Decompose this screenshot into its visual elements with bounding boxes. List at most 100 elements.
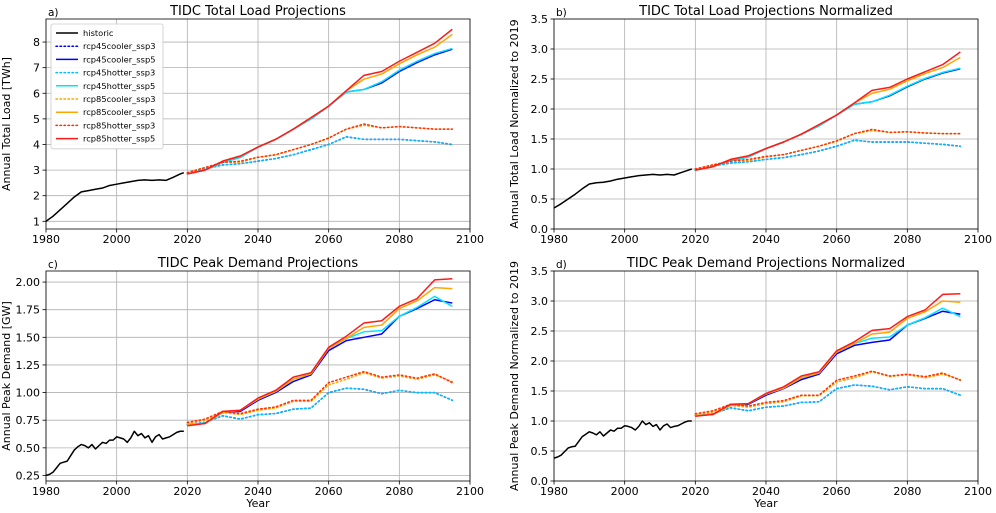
series-line-historic	[554, 168, 693, 209]
x-tick-label: 2080	[385, 233, 413, 246]
legend-label-rcp45cooler-ssp3: rcp45cooler_ssp3	[83, 41, 156, 51]
y-tick-label: 3	[33, 164, 40, 177]
y-tick-label: 1.25	[16, 359, 41, 372]
series-line-rcp85hotter-ssp3	[186, 370, 454, 424]
axes-frame	[553, 18, 979, 230]
series-line-rcp85hotter-ssp3	[694, 370, 962, 415]
y-tick-label: 3.5	[531, 265, 549, 278]
series-line-historic	[46, 171, 185, 222]
series-line-rcp85hotter-ssp5	[695, 51, 961, 171]
panel-label: a)	[48, 7, 59, 19]
y-tick-label: 0.25	[16, 469, 41, 482]
panel-label: d)	[556, 259, 567, 271]
series-line-rcp45hotter-ssp3	[186, 387, 454, 426]
series-line-rcp85cooler-ssp5	[695, 300, 961, 417]
legend-label-rcp85cooler-ssp5: rcp85cooler_ssp5	[83, 107, 156, 117]
x-tick-label: 2000	[103, 485, 131, 498]
x-tick-label: 2080	[893, 233, 921, 246]
y-tick-label: 7	[33, 62, 40, 75]
chart-panel-1: 1980 2000 2020 2040 2060 2080 2100 1 2 3 4 5 6 7 8 TIDC…	[0, 4, 484, 246]
series-line-historic	[46, 430, 184, 477]
series-group	[46, 277, 454, 477]
y-tick-label: 1.75	[16, 304, 41, 317]
y-tick-label: 2.00	[16, 276, 41, 289]
x-tick-label: 2040	[244, 485, 272, 498]
legend: historic rcp45cooler_ssp3 rcp45cooler_ssp5…	[50, 23, 164, 150]
series-line-rcp85cooler-ssp3	[186, 124, 454, 174]
panel-label: b)	[556, 7, 567, 19]
series-line-rcp45cooler-ssp3	[694, 139, 962, 171]
x-tick-label: 1980	[32, 233, 60, 246]
x-tick-label: 2000	[611, 233, 639, 246]
x-tick-label: 2060	[823, 485, 851, 498]
x-axis-label: Year	[753, 497, 778, 510]
y-tick-label: 3.0	[531, 43, 549, 56]
series-line-rcp85hotter-ssp3	[694, 128, 962, 170]
y-tick-label: 1.0	[531, 415, 549, 428]
y-tick-label: 0.50	[16, 442, 41, 455]
y-tick-label: 0.0	[531, 475, 549, 488]
x-tick-label: 2100	[964, 485, 992, 498]
y-tick-label: 0.0	[531, 223, 549, 236]
chart-panel-2: 1980 2000 2020 2040 2060 2080 2100 0.0 0.5 1.0 1.5…	[508, 4, 992, 246]
legend-label-rcp85cooler-ssp3: rcp85cooler_ssp3	[83, 94, 156, 104]
y-axis-label: Annual Total Load [TWh]	[0, 57, 13, 191]
y-tick-label: 1.0	[531, 163, 549, 176]
legend-box	[50, 23, 164, 150]
y-tick-label: 2.0	[531, 103, 549, 116]
series-line-rcp45cooler-ssp3	[186, 136, 454, 175]
x-tick-label: 2040	[752, 233, 780, 246]
x-tick-label: 2100	[456, 485, 484, 498]
x-tick-label: 2000	[611, 485, 639, 498]
y-axis-label: Annual Total Load Normalized to 2019	[508, 19, 521, 228]
x-tick-label: 2060	[823, 233, 851, 246]
series-line-rcp45hotter-ssp3	[694, 384, 962, 417]
x-tick-label: 2100	[456, 233, 484, 246]
y-tick-label: 1	[33, 215, 40, 228]
panel-label: c)	[48, 259, 58, 271]
legend-label-rcp45hotter-ssp5: rcp45hotter_ssp5	[83, 81, 155, 91]
series-line-rcp85hotter-ssp5	[187, 28, 453, 175]
y-tick-label: 0.5	[531, 193, 549, 206]
series-line-historic	[554, 420, 692, 459]
axes-frame	[553, 270, 979, 482]
series-line-rcp85cooler-ssp3	[694, 371, 962, 416]
series-line-rcp85cooler-ssp5	[187, 286, 453, 426]
x-tick-label: 2040	[752, 485, 780, 498]
y-axis-label: Annual Peak Demand Normalized to 2019	[508, 261, 521, 491]
series-group	[554, 51, 962, 209]
y-tick-label: 1.5	[531, 133, 549, 146]
chart-title: TIDC Peak Demand Projections Normalized	[626, 256, 905, 271]
y-tick-label: 2.5	[531, 325, 549, 338]
series-line-rcp45hotter-ssp3	[694, 139, 962, 171]
legend-label-rcp85hotter-ssp3: rcp85hotter_ssp3	[83, 120, 155, 130]
x-tick-label: 2020	[173, 233, 201, 246]
series-line-rcp85cooler-ssp3	[186, 371, 454, 425]
x-tick-label: 2020	[681, 233, 709, 246]
x-tick-label: 2100	[964, 233, 992, 246]
y-tick-label: 1.50	[16, 331, 41, 344]
y-tick-label: 1.00	[16, 387, 41, 400]
y-tick-label: 3.0	[531, 295, 549, 308]
series-line-rcp85hotter-ssp5	[187, 277, 453, 427]
x-tick-label: 1980	[540, 233, 568, 246]
legend-label-rcp45hotter-ssp3: rcp45hotter_ssp3	[83, 68, 155, 78]
x-tick-label: 2060	[315, 485, 343, 498]
x-tick-label: 2060	[315, 233, 343, 246]
x-tick-label: 2020	[173, 485, 201, 498]
x-tick-label: 1980	[32, 485, 60, 498]
series-group	[554, 293, 962, 459]
chart-panel-4: 1980 2000 2020 2040 2060 2080 2100 0.0 0.5 1.0 1.5…	[508, 256, 992, 510]
legend-label-rcp45cooler-ssp5: rcp45cooler_ssp5	[83, 54, 156, 64]
legend-label-rcp85hotter-ssp5: rcp85hotter_ssp5	[83, 134, 155, 144]
x-tick-label: 2080	[893, 485, 921, 498]
y-tick-label: 3.5	[531, 13, 549, 26]
y-tick-label: 6	[33, 87, 40, 100]
x-tick-label: 2000	[103, 233, 131, 246]
series-line-rcp85hotter-ssp5	[695, 293, 961, 417]
series-line-rcp85hotter-ssp3	[186, 123, 454, 174]
x-tick-label: 2080	[385, 485, 413, 498]
y-tick-label: 2.5	[531, 73, 549, 86]
series-line-rcp45hotter-ssp3	[186, 136, 454, 175]
x-tick-label: 1980	[540, 485, 568, 498]
